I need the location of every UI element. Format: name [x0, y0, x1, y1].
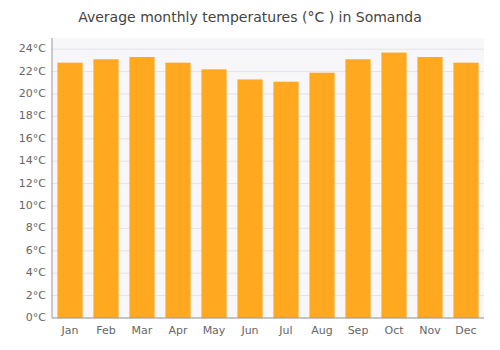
y-axis-line: [52, 38, 53, 318]
y-ticks: 0°C 2°C 4°C 6°C 8°C 10°C 12°C 14°C 16°C 18°C 20°C 2…: [19, 42, 46, 324]
bar: [201, 69, 226, 318]
grid: [52, 49, 484, 318]
y-tick-label: 4°C: [26, 266, 46, 279]
y-tick-label: 8°C: [26, 221, 46, 234]
bar: [165, 63, 190, 318]
bar: [93, 59, 118, 318]
y-tick-label: 2°C: [26, 289, 46, 302]
x-tick-label: May: [203, 324, 226, 337]
y-tick-label: 14°C: [19, 154, 46, 167]
x-axis-line: [52, 318, 484, 319]
y-tick-label: 10°C: [19, 199, 46, 212]
x-tick-label: Oct: [384, 324, 404, 337]
bar: [381, 53, 406, 318]
x-tick-label: Dec: [455, 324, 476, 337]
bar: [273, 82, 298, 318]
y-tick-label: 16°C: [19, 132, 46, 145]
x-tick-label: Aug: [311, 324, 332, 337]
x-tick-label: Jun: [240, 324, 258, 337]
x-tick-label: Nov: [419, 324, 441, 337]
grid-line: [52, 49, 484, 50]
chart-container: 0°C 2°C 4°C 6°C 8°C 10°C 12°C 14°C 16°C 18°C 20°C 2…: [0, 0, 500, 350]
grid-line: [52, 318, 484, 319]
y-tick-label: 20°C: [19, 87, 46, 100]
y-tick-label: 22°C: [19, 65, 46, 78]
plot-background: [52, 38, 484, 318]
x-tick-label: Apr: [168, 324, 188, 337]
bar: [417, 57, 442, 318]
x-tick-label: Mar: [132, 324, 153, 337]
chart: 0°C 2°C 4°C 6°C 8°C 10°C 12°C 14°C 16°C 18°C 20°C 2…: [0, 0, 500, 350]
title: Average monthly temperatures (°C ) in So…: [78, 9, 422, 25]
bar: [453, 63, 478, 318]
y-tick-label: 24°C: [19, 42, 46, 55]
x-tick-label: Jan: [61, 324, 79, 337]
y-tick-label: 18°C: [19, 109, 46, 122]
y-tick-label: 12°C: [19, 177, 46, 190]
bar: [309, 73, 334, 318]
x-tick-label: Jul: [278, 324, 292, 337]
y-tick-label: 6°C: [26, 244, 46, 257]
bar: [345, 59, 370, 318]
x-tick-label: Sep: [348, 324, 369, 337]
bar: [237, 79, 262, 318]
y-tick-label: 0°C: [26, 311, 46, 324]
bar: [129, 57, 154, 318]
x-tick-label: Feb: [96, 324, 115, 337]
bars: [57, 53, 478, 318]
x-ticks: Jan Feb Mar Apr May Jun Jul Aug Sep Oct Nov Dec: [61, 324, 477, 337]
bar: [57, 63, 82, 318]
